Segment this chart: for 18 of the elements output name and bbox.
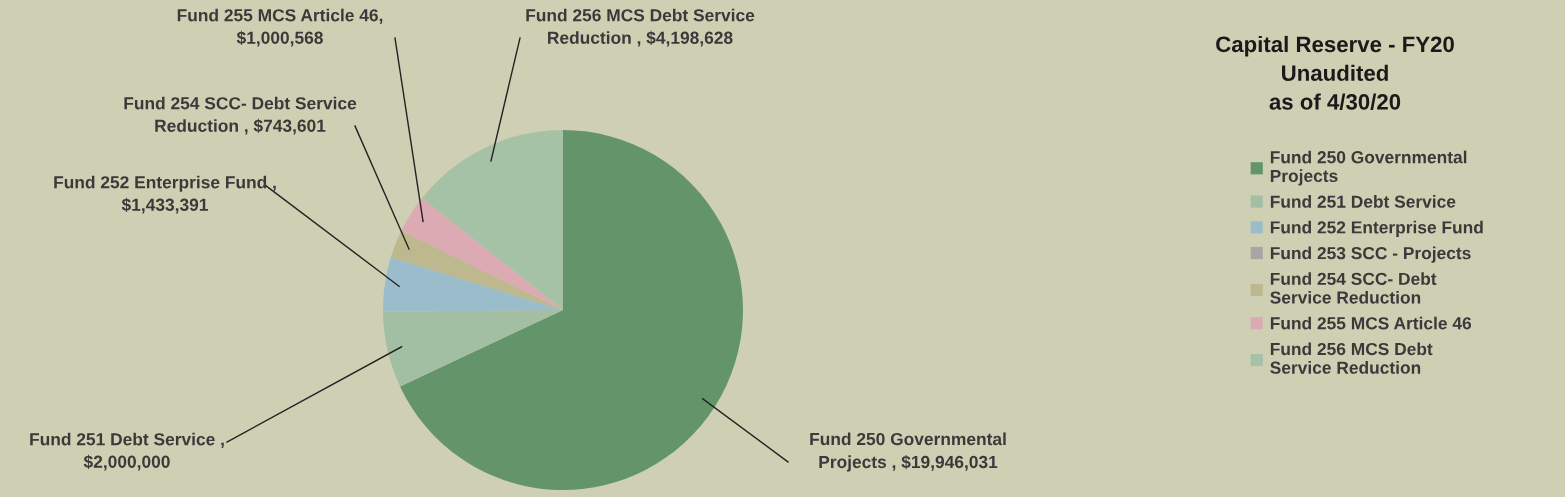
legend-label: Fund 255 MCS Article 46 [1270,316,1472,330]
data-label: Fund 254 SCC- Debt Service Reduction , $743,601 [124,96,357,135]
data-label: Fund 255 MCS Article 46, $1,000,568 [177,8,383,47]
legend-label: Fund 252 Enterprise Fund [1270,220,1483,237]
legend-label: Fund 256 MCS Debt Service Reduction [1270,342,1433,374]
data-label: Fund 250 Governmental Projects , $19,946,031 [810,432,1006,472]
legend-label: Fund 253 SCC - Projects [1270,246,1471,263]
legend-label: Fund 251 Debt Service [1270,195,1456,208]
data-label: Fund 251 Debt Service , $2,000,000 [30,432,224,471]
pie-slice [390,230,563,310]
legend-label: Fund 250 Governmental Projects [1270,150,1467,186]
pie-slice [383,257,563,312]
text: Capital Reserve - FY20 Unaudited as of 4/30/20 [1216,35,1454,110]
data-label: Fund 256 MCS Debt Service Reduction , $4,198,628 [526,8,755,47]
legend-label: Fund 254 SCC- Debt Service Reduction [1270,272,1437,304]
data-label: Fund 252 Enterprise Fund , $1,433,391 [54,175,276,214]
pie-slice [400,130,743,490]
pie-slice [401,198,563,310]
